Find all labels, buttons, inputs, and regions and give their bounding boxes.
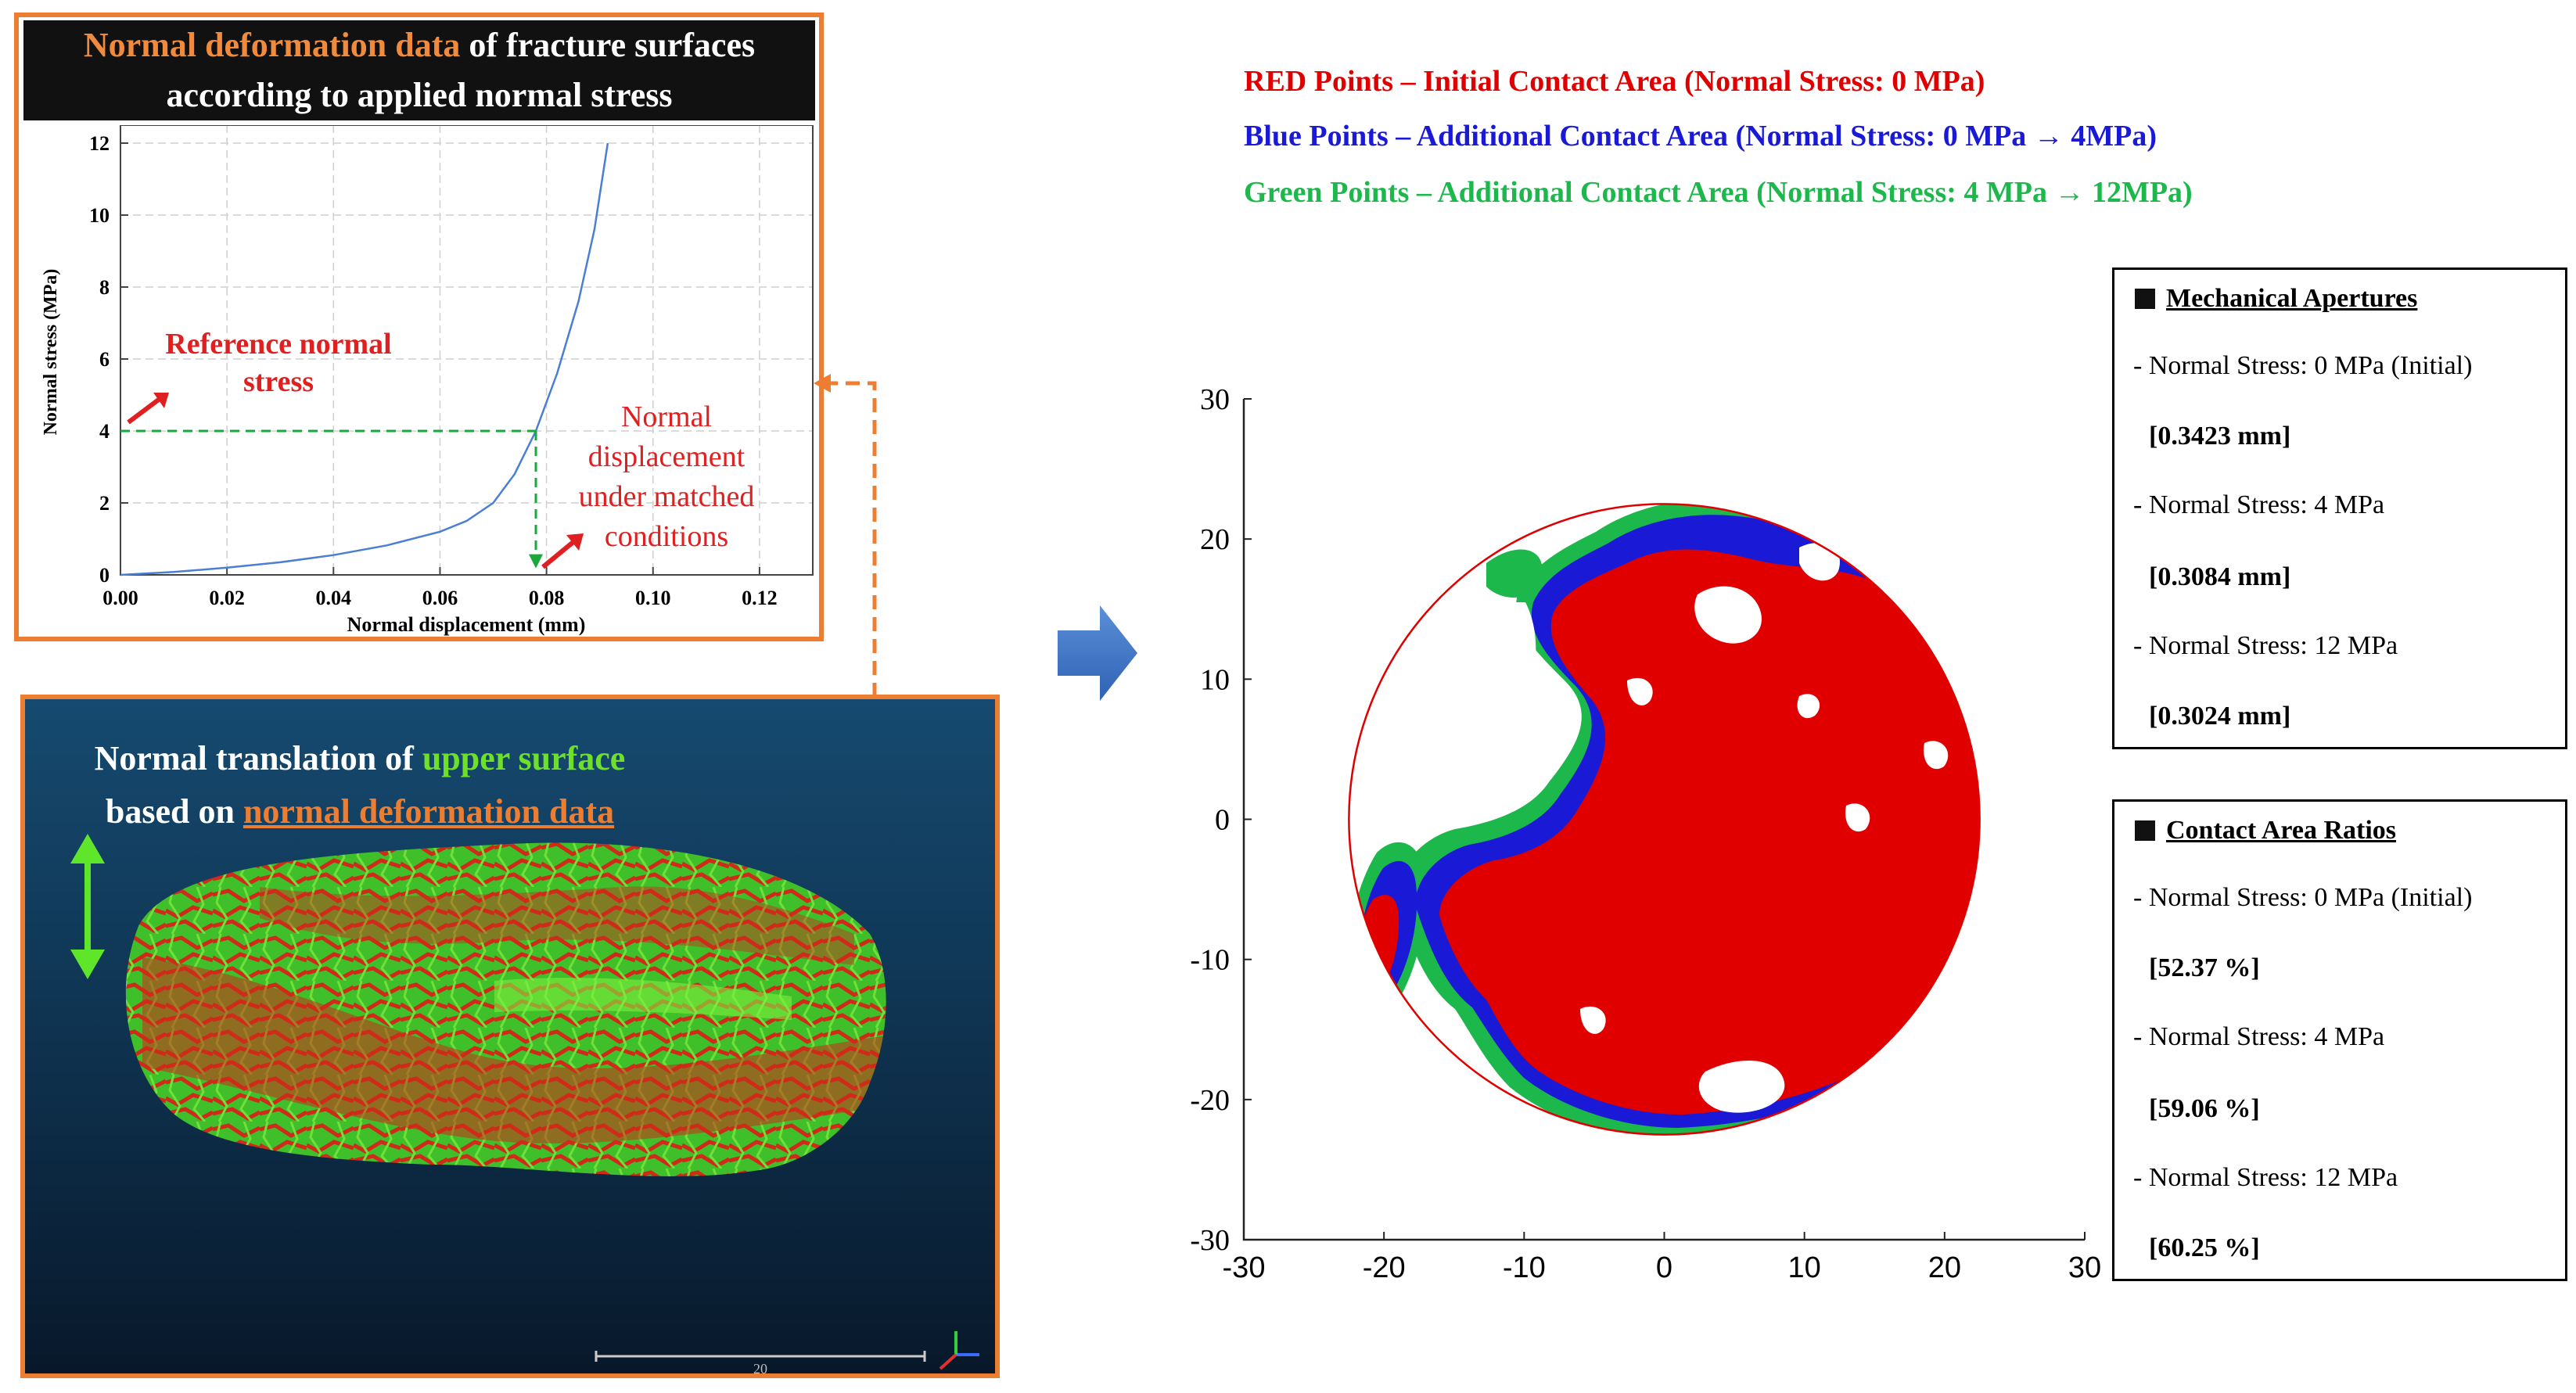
y-tick-3: 6 — [99, 348, 110, 371]
map-x-tick-2: -10 — [1503, 1251, 1546, 1284]
legend-red-points: RED Points – Initial Contact Area (Norma… — [1244, 65, 1985, 98]
scale-bar-label: 20 — [753, 1361, 767, 1377]
contact-area-ratios-box: Contact Area Ratios - Normal Stress: 0 M… — [2112, 799, 2567, 1281]
caption-normal-deformation: normal deformation data — [243, 792, 615, 831]
y-tick-6: 12 — [89, 132, 110, 155]
x-tick-5: 0.10 — [635, 587, 671, 609]
y-axis-label: Normal stress (MPa) — [41, 269, 61, 436]
non-contact-gaps — [1352, 543, 1949, 1113]
x-tick-6: 0.12 — [742, 587, 778, 609]
sample-boundary-circle — [1348, 503, 1981, 1136]
aperture-row-0-value: [0.3423 mm] — [2149, 422, 2291, 451]
aperture-row-1-value: [0.3084 mm] — [2149, 562, 2291, 591]
map-y-tick-5: -20 — [1190, 1084, 1230, 1117]
mechanical-apertures-box: Mechanical Apertures - Normal Stress: 0 … — [2112, 267, 2567, 749]
reference-pointer-arrow — [127, 397, 161, 425]
map-y-ticks: 30 20 10 0 -10 -20 -30 — [1190, 383, 1252, 1257]
map-x-tick-1: -20 — [1363, 1251, 1406, 1284]
ratio-row-1-label: - Normal Stress: 4 MPa — [2133, 1022, 2385, 1051]
y-tick-4: 8 — [99, 276, 110, 299]
aperture-row-2-value: [0.3024 mm] — [2149, 702, 2291, 731]
apertures-title: Mechanical Apertures — [2135, 284, 2417, 314]
y-tick-2: 4 — [99, 420, 110, 443]
x-tick-4: 0.08 — [529, 587, 565, 609]
contact-regions — [1349, 504, 1980, 1135]
map-y-tick-4: -10 — [1190, 944, 1230, 977]
bullet-square-icon — [2135, 289, 2155, 309]
rock-surface-texture — [142, 886, 886, 1143]
ratio-row-2-label: - Normal Stress: 12 MPa — [2133, 1163, 2398, 1192]
ratio-row-2-value: [60.25 %] — [2149, 1233, 2260, 1262]
title-rest: of fracture surfaces — [460, 26, 756, 64]
aperture-row-1-label: - Normal Stress: 4 MPa — [2133, 490, 2385, 519]
x-tick-3: 0.06 — [422, 587, 458, 609]
map-y-tick-3: 0 — [1215, 804, 1230, 837]
aperture-row-0-label: - Normal Stress: 0 MPa (Initial) — [2133, 351, 2473, 380]
ratios-title: Contact Area Ratios — [2135, 816, 2396, 845]
bullet-square-icon — [2135, 820, 2155, 841]
map-x-tick-6: 30 — [2068, 1251, 2101, 1284]
legend-green-points: Green Points – Additional Contact Area (… — [1244, 176, 2193, 209]
x-tick-0: 0.00 — [102, 587, 138, 609]
ratio-row-1-value: [59.06 %] — [2149, 1094, 2260, 1123]
y-tick-5: 10 — [89, 204, 110, 227]
disp-label-line2: displacement — [588, 440, 745, 473]
disp-label-line4: conditions — [605, 520, 728, 553]
title-line2: according to applied normal stress — [166, 76, 673, 114]
map-x-ticks: -30 -20 -10 0 10 20 30 — [1223, 1232, 2101, 1284]
y-tick-1: 2 — [99, 492, 110, 515]
x-axis-label: Normal displacement (mm) — [347, 613, 586, 636]
scan-caption: Normal translation of upper surface base… — [47, 732, 673, 838]
map-x-tick-0: -30 — [1223, 1251, 1266, 1284]
x-tick-2: 0.04 — [316, 587, 352, 609]
axis-gizmo-z — [939, 1353, 957, 1370]
plot-frame — [120, 125, 814, 576]
contact-area-map: -30 -20 -10 0 10 20 30 30 20 10 0 -10 -20 -30 — [1190, 383, 2101, 1284]
fracture-surface-render: 20 — [70, 834, 979, 1377]
disp-label-line3: under matched — [579, 480, 755, 513]
y-tick-labels: 0 2 4 6 8 10 12 — [89, 132, 110, 587]
x-tick-1: 0.02 — [209, 587, 245, 609]
upper-surface-scan-panel: 20 — [20, 695, 1000, 1378]
caption-l2-a: based on — [105, 792, 243, 831]
map-y-tick-1: 20 — [1200, 523, 1230, 556]
curve-panel-title: Normal deformation data of fracture surf… — [23, 20, 815, 120]
legend-blue-points: Blue Points – Additional Contact Area (N… — [1244, 120, 2157, 153]
map-y-tick-6: -30 — [1190, 1224, 1230, 1257]
map-x-tick-3: 0 — [1656, 1251, 1672, 1284]
panel-connector — [702, 374, 877, 812]
translation-arrow-down — [70, 950, 105, 979]
disp-pointer-head — [566, 533, 584, 551]
title-highlight: Normal deformation data — [83, 26, 461, 64]
reference-label-line1: Reference normal — [165, 328, 391, 361]
ratio-row-0-label: - Normal Stress: 0 MPa (Initial) — [2133, 883, 2473, 912]
reference-pointer-head — [153, 393, 169, 408]
x-tick-labels: 0.00 0.02 0.04 0.06 0.08 0.10 0.12 — [102, 587, 777, 609]
reference-label-line2: stress — [243, 365, 314, 398]
map-x-tick-5: 20 — [1928, 1251, 1961, 1284]
flow-arrow-icon — [1058, 605, 1137, 701]
map-y-tick-0: 30 — [1200, 383, 1230, 416]
stress-curve-line — [120, 142, 609, 576]
ratio-row-0-value: [52.37 %] — [2149, 953, 2260, 982]
caption-upper-surface: upper surface — [422, 739, 626, 777]
disp-label-line1: Normal — [621, 400, 712, 433]
map-x-tick-4: 10 — [1788, 1251, 1821, 1284]
map-y-tick-2: 10 — [1200, 663, 1230, 696]
y-tick-0: 0 — [99, 564, 110, 587]
caption-l1-a: Normal translation of — [94, 739, 422, 777]
aperture-row-2-label: - Normal Stress: 12 MPa — [2133, 631, 2398, 660]
stress-displacement-chart: 0.00 0.02 0.04 0.06 0.08 0.10 0.12 0 2 4 6 8 10 12 N… — [41, 125, 814, 636]
translation-arrow-up — [70, 834, 105, 863]
disp-pointer-arrow — [541, 539, 576, 569]
